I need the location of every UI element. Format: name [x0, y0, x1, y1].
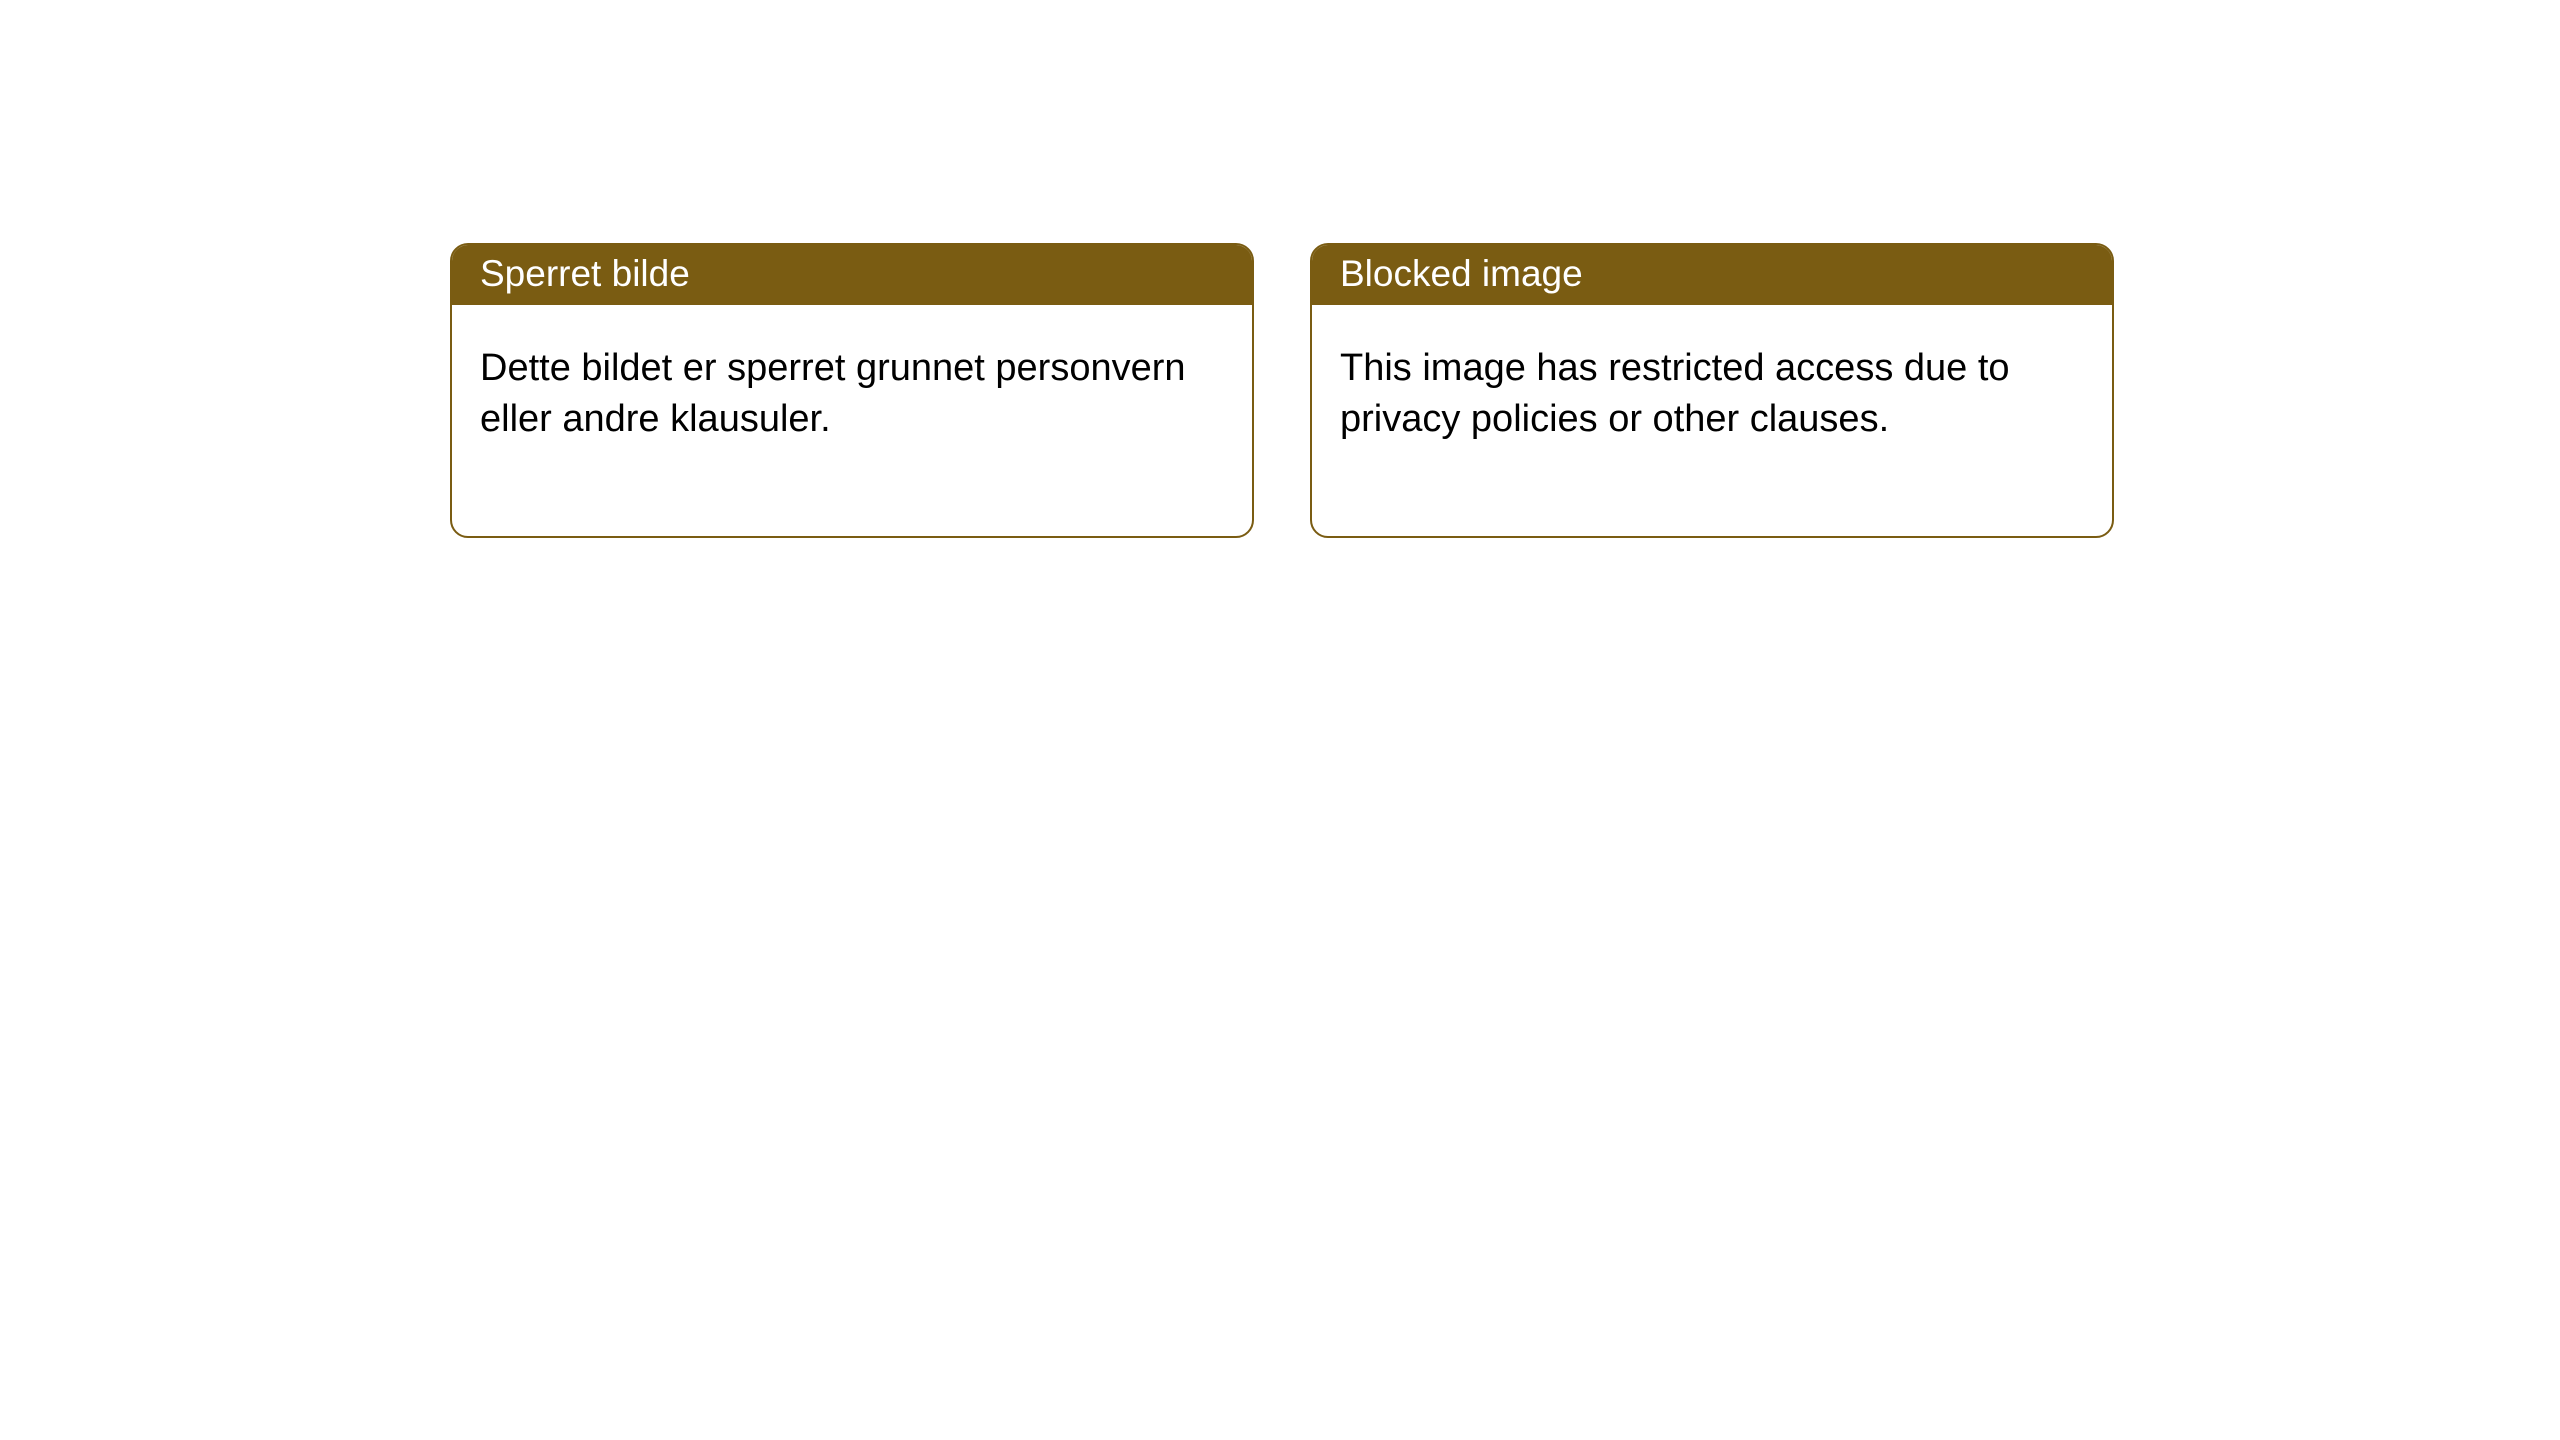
notice-card-norwegian: Sperret bilde Dette bildet er sperret gr…: [450, 243, 1254, 538]
notice-card-english: Blocked image This image has restricted …: [1310, 243, 2114, 538]
notice-header: Sperret bilde: [452, 245, 1252, 305]
notice-body: Dette bildet er sperret grunnet personve…: [452, 305, 1252, 536]
notice-body: This image has restricted access due to …: [1312, 305, 2112, 536]
notice-container: Sperret bilde Dette bildet er sperret gr…: [0, 0, 2560, 538]
notice-header: Blocked image: [1312, 245, 2112, 305]
